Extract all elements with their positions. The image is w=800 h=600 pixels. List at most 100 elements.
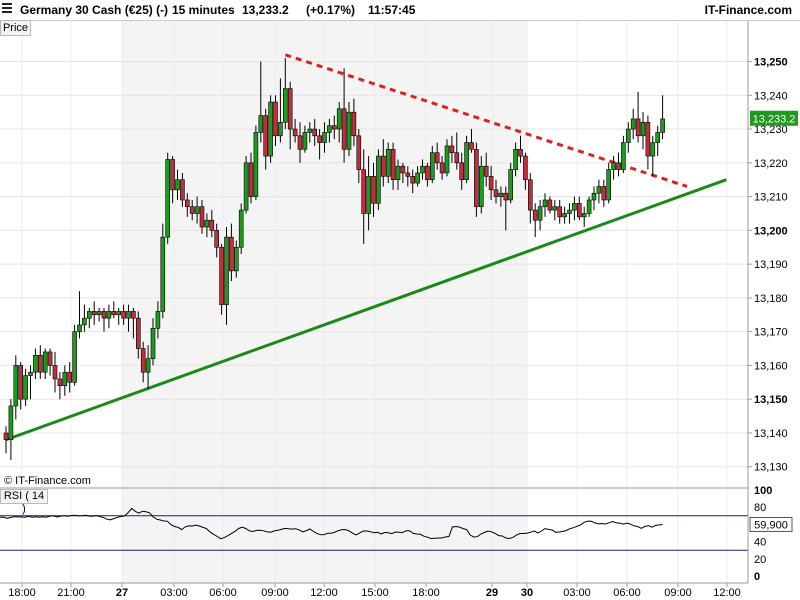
candle bbox=[243, 156, 249, 214]
price-tick-label: 13,210 bbox=[754, 192, 788, 204]
candle bbox=[292, 118, 298, 143]
candle bbox=[312, 118, 318, 146]
candle bbox=[400, 162, 406, 184]
candle bbox=[131, 308, 136, 339]
candle bbox=[454, 132, 460, 170]
candle bbox=[317, 129, 322, 160]
candle bbox=[185, 193, 190, 217]
candle bbox=[537, 199, 543, 231]
candle bbox=[415, 166, 420, 187]
time-tick-label: 27 bbox=[116, 587, 128, 599]
candle bbox=[258, 61, 264, 143]
candle bbox=[562, 206, 567, 224]
last-price-marker: 13,233.2 bbox=[750, 110, 798, 126]
rsi-tick-label: 100 bbox=[754, 485, 772, 497]
time-tick-label: 18:00 bbox=[412, 587, 440, 599]
price-tick-label: 13,230 bbox=[754, 124, 788, 136]
candle bbox=[307, 122, 313, 143]
candles bbox=[3, 58, 665, 460]
candle bbox=[214, 223, 219, 258]
candle bbox=[52, 351, 58, 393]
change-percent: (+0.17%) bbox=[306, 3, 356, 17]
candle bbox=[596, 179, 602, 204]
candle bbox=[273, 95, 278, 146]
candle bbox=[395, 159, 401, 190]
candle bbox=[204, 213, 210, 238]
last-price-value: 13,233.2 bbox=[242, 3, 289, 17]
candle bbox=[351, 98, 357, 146]
candle bbox=[581, 206, 587, 227]
candle bbox=[282, 58, 288, 130]
price-tick-label: 13,140 bbox=[754, 428, 788, 440]
candle bbox=[434, 142, 440, 170]
chart-header: Germany 30 Cash (€25) (-) 15 minutes 13,… bbox=[0, 0, 800, 21]
rsi-value-marker-text: 59,900 bbox=[754, 519, 788, 531]
candle bbox=[189, 199, 195, 221]
candle bbox=[341, 68, 347, 163]
candle bbox=[356, 129, 362, 184]
candle bbox=[238, 203, 244, 254]
price-tick-label: 13,250 bbox=[754, 57, 788, 69]
trendline-support[interactable] bbox=[5, 178, 727, 442]
clock-time: 11:57:45 bbox=[368, 3, 416, 17]
candle bbox=[635, 91, 641, 143]
rsi-tick-label: 0 bbox=[754, 571, 760, 583]
candle bbox=[47, 348, 53, 376]
rsi-panel-tab[interactable]: RSI ( 14 ) bbox=[0, 489, 48, 515]
price-panel-tab[interactable]: Price bbox=[0, 20, 31, 36]
time-tick-label: 12:00 bbox=[310, 587, 338, 599]
candle bbox=[645, 115, 651, 170]
axis-labels: 13,130 13,140 13,150 13,160 13,170 13,180 13,1… bbox=[748, 57, 788, 583]
candle bbox=[410, 169, 416, 194]
candle bbox=[126, 304, 131, 332]
candle bbox=[552, 199, 558, 221]
candle bbox=[650, 135, 656, 177]
price-tick-label: 13,130 bbox=[754, 462, 788, 474]
candle bbox=[586, 196, 592, 217]
candle bbox=[13, 355, 19, 420]
candle bbox=[557, 199, 563, 224]
candle bbox=[503, 186, 509, 231]
candle bbox=[385, 142, 391, 184]
watermark: © IT-Finance.com bbox=[4, 475, 91, 487]
candle bbox=[72, 324, 77, 386]
time-tick-label: 18:00 bbox=[8, 587, 36, 599]
candle bbox=[660, 95, 665, 140]
candle bbox=[209, 210, 215, 238]
time-tick-label: 06:00 bbox=[209, 587, 237, 599]
instrument-name: Germany 30 Cash (€25) (-) bbox=[20, 3, 169, 17]
candle bbox=[116, 308, 121, 325]
candle bbox=[165, 152, 170, 244]
candle bbox=[449, 135, 455, 163]
rsi-tick-label: 40 bbox=[754, 537, 766, 549]
candle bbox=[3, 426, 9, 454]
candle bbox=[331, 115, 337, 140]
candle bbox=[469, 129, 474, 153]
candle bbox=[474, 142, 479, 217]
candle bbox=[547, 196, 553, 214]
candle bbox=[483, 152, 489, 187]
candle bbox=[532, 203, 538, 238]
candle bbox=[376, 149, 381, 211]
price-tick-label: 13,200 bbox=[754, 225, 788, 237]
candle bbox=[263, 108, 269, 170]
time-tick-label: 30 bbox=[521, 587, 533, 599]
candle bbox=[67, 362, 72, 393]
candle bbox=[77, 291, 82, 339]
candle bbox=[616, 152, 621, 177]
candle bbox=[297, 122, 303, 163]
menu-icon[interactable] bbox=[2, 3, 12, 15]
candle bbox=[175, 169, 180, 200]
price-tick-label: 13,190 bbox=[754, 259, 788, 271]
candle bbox=[87, 308, 92, 329]
candle bbox=[248, 152, 254, 204]
price-tick-label: 13,160 bbox=[754, 360, 788, 372]
candle bbox=[224, 226, 229, 325]
candle bbox=[380, 139, 386, 187]
candle bbox=[150, 318, 156, 366]
candle bbox=[33, 348, 38, 379]
candle bbox=[371, 162, 376, 217]
candle bbox=[336, 102, 342, 143]
